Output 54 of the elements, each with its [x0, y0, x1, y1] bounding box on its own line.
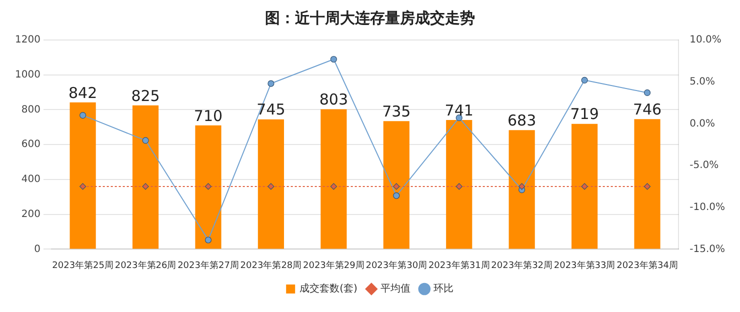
- x-tick-label: 2023年第25周: [52, 260, 114, 271]
- bar: [572, 124, 598, 249]
- data-label: 719: [570, 105, 599, 124]
- data-label: 842: [68, 84, 98, 102]
- bar: [634, 119, 660, 249]
- y2-tick-label: 10.0%: [690, 34, 722, 46]
- bar: [70, 102, 96, 249]
- y2-tick-label: -15.0%: [690, 244, 726, 255]
- legend-label: 成交套数(套): [300, 282, 358, 295]
- point: [330, 56, 337, 63]
- point: [581, 76, 588, 84]
- y-tick-label: 1000: [14, 69, 40, 80]
- point: [644, 89, 651, 96]
- y-tick-label: 600: [21, 139, 40, 150]
- legend-label: 环比: [433, 282, 454, 295]
- chart-title: 图：近十周大连存量房成交走势: [265, 8, 475, 27]
- bar: [446, 120, 472, 249]
- y-tick-label: 200: [21, 208, 40, 220]
- bar: [132, 105, 159, 249]
- y2-tick-label: 0.0%: [690, 118, 716, 130]
- y-tick-label: 400: [21, 174, 40, 186]
- legend-label: 平均值: [380, 282, 410, 295]
- bar: [383, 121, 410, 249]
- y2-tick-label: -5.0%: [690, 160, 719, 172]
- x-tick-label: 2023年第34周: [616, 260, 678, 271]
- y2-tick-label: -10.0%: [690, 202, 726, 213]
- x-tick-label: 2023年第29周: [303, 260, 364, 271]
- data-label: 746: [632, 100, 662, 119]
- data-label: 741: [444, 101, 474, 120]
- data-label: 735: [382, 102, 411, 120]
- data-label: 710: [194, 106, 223, 125]
- bar: [195, 125, 222, 249]
- y-tick-label: 800: [21, 104, 40, 116]
- bar: [258, 119, 284, 249]
- point: [393, 192, 400, 199]
- point: [268, 80, 274, 87]
- point: [80, 112, 86, 119]
- x-tick-label: 2023年第32周: [491, 260, 553, 271]
- bar: [320, 109, 347, 249]
- y-tick-label: 1200: [14, 34, 40, 46]
- x-tick-label: 2023年第33周: [554, 260, 616, 271]
- data-label: 803: [319, 90, 348, 109]
- x-tick-label: 2023年第31周: [428, 260, 490, 271]
- data-label: 683: [508, 112, 536, 130]
- point: [204, 236, 212, 244]
- x-tick-label: 2023年第30周: [366, 260, 428, 271]
- x-tick-label: 2023年第26周: [114, 260, 176, 271]
- x-tick-label: 2023年第27周: [178, 260, 239, 271]
- bar: [508, 130, 535, 249]
- data-label: 825: [131, 86, 160, 105]
- y-tick-label: 0: [34, 244, 40, 255]
- point: [142, 137, 149, 144]
- y2-tick-label: 5.0%: [690, 76, 716, 88]
- x-tick-label: 2023年第28周: [240, 260, 302, 271]
